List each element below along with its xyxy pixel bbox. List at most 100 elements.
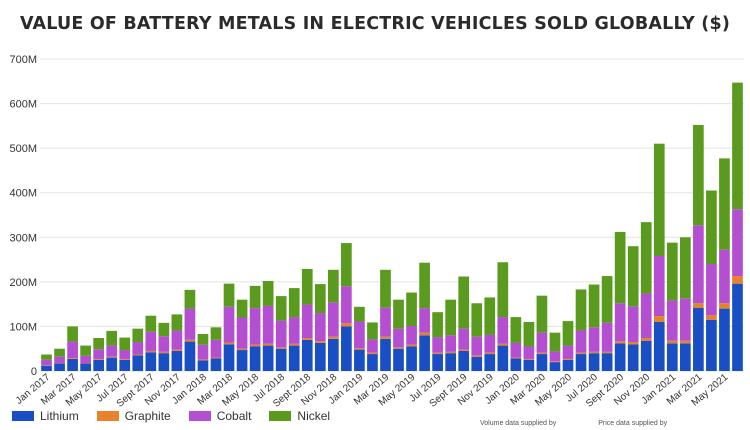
bar-segment-cobalt bbox=[445, 335, 457, 352]
bar-segment-lithium bbox=[80, 363, 91, 371]
bar-segment-cobalt bbox=[653, 256, 665, 317]
bar-segment-graphite bbox=[106, 356, 118, 358]
bar-segment-graphite bbox=[67, 358, 78, 359]
bar-segment-cobalt bbox=[575, 330, 587, 353]
bar-segment-nickel bbox=[640, 222, 652, 294]
bar-segment-cobalt bbox=[93, 349, 105, 359]
bar-segment-graphite bbox=[406, 344, 417, 347]
bar-segment-cobalt bbox=[471, 336, 483, 356]
bar-segment-nickel bbox=[510, 317, 522, 343]
bar-segment-lithium bbox=[536, 354, 548, 371]
bar-segment-nickel bbox=[536, 295, 548, 333]
bar-segment-lithium bbox=[575, 354, 587, 371]
bar-segment-cobalt bbox=[236, 317, 248, 349]
bar-segment-cobalt bbox=[367, 339, 378, 353]
bar-segment-nickel bbox=[80, 345, 91, 356]
bar-segment-cobalt bbox=[510, 342, 522, 358]
bar-segment-nickel bbox=[184, 289, 196, 309]
bar-segment-cobalt bbox=[341, 286, 352, 324]
bar-segment-nickel bbox=[601, 276, 613, 323]
bar-segment-cobalt bbox=[210, 339, 222, 358]
bar-segment-cobalt bbox=[171, 330, 183, 350]
bar-segment-nickel bbox=[288, 288, 300, 318]
bar-segment-lithium bbox=[627, 344, 639, 371]
bar-segment-lithium bbox=[653, 321, 665, 371]
bar-segment-nickel bbox=[666, 242, 678, 301]
legend-swatch-lithium bbox=[12, 411, 34, 421]
bar-segment-cobalt bbox=[484, 334, 496, 353]
bar-segment-lithium bbox=[301, 339, 313, 371]
bar-segment-graphite bbox=[314, 341, 326, 343]
y-tick-label: 0 bbox=[31, 366, 37, 378]
gridlines bbox=[40, 58, 744, 372]
bar-segment-graphite bbox=[197, 359, 209, 361]
bar-segment-graphite bbox=[210, 357, 222, 359]
bar-segment-lithium bbox=[601, 353, 613, 371]
bar-segment-graphite bbox=[693, 303, 704, 308]
bar-segment-nickel bbox=[575, 289, 587, 331]
bar-segment-lithium bbox=[732, 283, 743, 371]
bar-segment-cobalt bbox=[41, 359, 52, 366]
bar-segment-lithium bbox=[679, 343, 691, 371]
bar-segment-cobalt bbox=[666, 300, 678, 341]
bar-segment-lithium bbox=[314, 342, 326, 371]
bar-segment-cobalt bbox=[54, 356, 65, 363]
bar-segment-graphite bbox=[627, 342, 639, 345]
bar-segment-lithium bbox=[236, 350, 248, 371]
bar-segment-nickel bbox=[432, 312, 443, 338]
bar-segment-graphite bbox=[719, 303, 730, 309]
bar-segment-nickel bbox=[93, 338, 105, 350]
bar-segment-lithium bbox=[341, 326, 352, 371]
bar-segment-nickel bbox=[458, 276, 470, 329]
legend-swatch-nickel bbox=[269, 411, 292, 421]
bar-segment-graphite bbox=[393, 347, 404, 349]
bar-segment-graphite bbox=[171, 349, 183, 351]
bar-segment-graphite bbox=[184, 339, 196, 342]
bar-segment-lithium bbox=[549, 362, 561, 371]
bar-segment-nickel bbox=[562, 321, 574, 346]
bar-segment-lithium bbox=[132, 355, 144, 371]
bar-segment-cobalt bbox=[706, 264, 717, 316]
bar-segment-cobalt bbox=[419, 308, 430, 333]
bar-segment-nickel bbox=[614, 231, 626, 304]
bar-segment-graphite bbox=[614, 341, 626, 344]
bar-segment-lithium bbox=[458, 350, 470, 371]
bar-segment-cobalt bbox=[223, 306, 235, 343]
bar-segment-nickel bbox=[445, 299, 457, 336]
bar-segment-graphite bbox=[510, 357, 522, 359]
bar-segment-graphite bbox=[158, 351, 170, 354]
bar-segment-cobalt bbox=[549, 351, 561, 362]
bar-segment-graphite bbox=[275, 347, 287, 349]
bar-segment-nickel bbox=[223, 283, 235, 307]
bar-segment-graphite bbox=[445, 351, 457, 354]
y-tick-label: 400M bbox=[9, 188, 37, 200]
bar-segment-graphite bbox=[288, 343, 300, 346]
bar-segment-graphite bbox=[249, 344, 261, 347]
bar-segment-cobalt bbox=[614, 303, 626, 342]
bar-segment-lithium bbox=[41, 365, 52, 371]
bar-segment-nickel bbox=[497, 262, 509, 318]
bar-segment-nickel bbox=[627, 246, 639, 307]
bar-segment-nickel bbox=[706, 190, 717, 265]
bar-segment-cobalt bbox=[432, 337, 443, 353]
legend-swatch-graphite bbox=[96, 411, 119, 421]
bar-segment-lithium bbox=[523, 359, 535, 371]
bar-segment-nickel bbox=[197, 334, 209, 345]
bar-segment-lithium bbox=[432, 354, 443, 371]
bar-segment-lithium bbox=[666, 343, 678, 371]
bar-segment-cobalt bbox=[262, 305, 274, 344]
bar-segment-lithium bbox=[484, 354, 496, 371]
bar-segment-nickel bbox=[249, 285, 261, 309]
bar-segment-nickel bbox=[406, 292, 417, 326]
bar-segment-graphite bbox=[588, 351, 600, 354]
bar-segment-lithium bbox=[406, 346, 417, 371]
bar-segment-lithium bbox=[497, 345, 509, 371]
stacked-bar-chart: 0 100M 200M 300M 400M 500M 600M 700M Jan 2017Ma… bbox=[9, 54, 744, 410]
bar-segment-cobalt bbox=[693, 225, 704, 304]
bar-segment-nickel bbox=[367, 322, 378, 340]
bar-segment-cobalt bbox=[601, 322, 613, 352]
bar-segment-graphite bbox=[732, 276, 743, 284]
bar-segment-lithium bbox=[510, 358, 522, 371]
bar-segment-lithium bbox=[93, 359, 105, 371]
